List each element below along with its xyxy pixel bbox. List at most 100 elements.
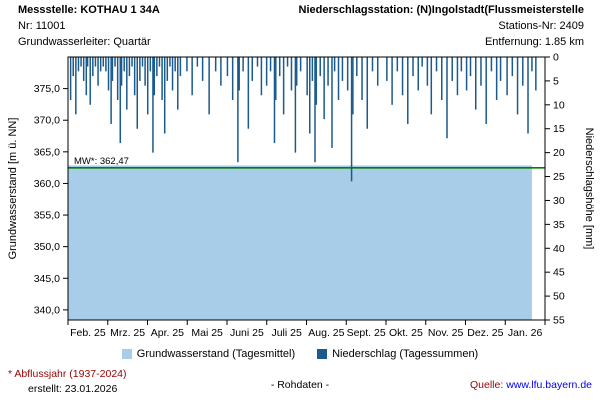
precip-bar (474, 57, 477, 110)
precip-bar (179, 57, 182, 77)
precip-bar (319, 57, 321, 77)
precip-bar (111, 57, 114, 81)
precip-bar (141, 57, 144, 67)
aquifer-label: Grundwasserleiter: Quartär (18, 36, 151, 48)
precip-station-number: Stations-Nr: 2409 (498, 20, 584, 32)
right-tick-label: 25 (553, 171, 565, 183)
precip-bar (407, 57, 409, 124)
legend-groundwater-label: Grundwasserstand (Tagesmittel) (136, 348, 296, 360)
left-tick-label: 350,0 (34, 241, 60, 253)
right-tick-label: 40 (553, 243, 565, 255)
precip-bar (352, 57, 354, 115)
created-date: erstellt: 23.01.2026 (28, 383, 118, 395)
precip-bar (265, 57, 268, 86)
left-tick-label: 370,0 (34, 115, 60, 127)
precip-bar (376, 57, 379, 86)
precip-bar (220, 57, 222, 86)
legend-precipitation-label: Niederschlag (Tagessummen) (332, 348, 479, 360)
precip-bar (314, 57, 316, 163)
precip-bar (149, 57, 152, 72)
precip-bar (251, 57, 254, 81)
precip-bar (485, 57, 487, 124)
precip-bar (92, 57, 94, 77)
precip-bar (214, 57, 217, 72)
precip-bar (275, 57, 277, 101)
precip-bar (294, 57, 297, 153)
right-tick-label: 15 (553, 123, 565, 135)
precip-bar (315, 57, 318, 105)
precip-bar (323, 57, 325, 120)
precip-bar (495, 57, 498, 101)
precip-bar (238, 57, 240, 91)
precip-bar (99, 57, 102, 72)
precip-bar (136, 57, 139, 129)
left-axis-title: Grundwasserstand [m ü. NN] (7, 118, 19, 260)
x-tick-label: Sept. 25 (347, 327, 386, 339)
precip-bar (102, 57, 105, 67)
precip-bar (417, 57, 419, 91)
precip-bar (86, 57, 89, 67)
precip-bar (247, 57, 250, 129)
precip-bar (396, 57, 399, 72)
precip-bar (208, 57, 210, 115)
precip-bar (531, 57, 533, 72)
precip-bar (231, 57, 234, 101)
footnote-abflussjahr: * Abflussjahr (1937-2024) (8, 368, 127, 380)
precip-bar (460, 57, 463, 72)
precip-bar (133, 57, 136, 96)
precip-bar (456, 57, 459, 96)
precip-bar (110, 57, 112, 124)
precip-bar (94, 57, 97, 67)
precip-bar (435, 57, 438, 72)
chart-svg: MW*: 362,47 375,0 370,0 365,0 360,0 355,0 350,… (7, 52, 595, 340)
precip-bar (391, 57, 393, 105)
precip-bar (166, 57, 169, 81)
x-tick-label: Jan. 26 (508, 327, 543, 339)
precip-bar (158, 57, 161, 67)
precip-bar (446, 57, 448, 139)
precip-bar (426, 57, 429, 86)
precip-bar (171, 57, 174, 91)
precip-bar (177, 57, 179, 110)
precip-bar (69, 57, 72, 101)
precip-bar (174, 57, 176, 72)
x-tick-label: Okt. 25 (389, 327, 423, 339)
precip-bar (169, 57, 171, 67)
precip-station-title: Niederschlagsstation: (N)Ingolstadt(Flus… (298, 4, 584, 16)
precip-bar (105, 57, 107, 72)
precip-bar (77, 57, 80, 72)
source-link[interactable]: www.lfu.bayern.de (506, 379, 592, 391)
precip-bar (327, 57, 329, 86)
precip-bar (116, 57, 119, 101)
precip-bar (311, 57, 314, 81)
precip-bar (153, 57, 156, 96)
x-tick-label: Mai 25 (191, 327, 223, 339)
x-tick-label: Aug. 25 (308, 327, 344, 339)
right-tick-label: 45 (553, 267, 565, 279)
rohdaten-label: - Rohdaten - (270, 379, 330, 391)
precip-bar (144, 57, 146, 86)
precip-bar (356, 57, 358, 77)
precip-bar (131, 57, 133, 67)
x-tick-label: Nov. 25 (428, 327, 464, 339)
right-tick-label: 30 (553, 195, 565, 207)
precip-bar (201, 57, 204, 81)
groundwater-swatch-icon (121, 349, 132, 359)
precip-bar (273, 57, 276, 144)
precip-bar (89, 57, 91, 105)
precip-bar (226, 57, 229, 77)
precip-bar (107, 57, 110, 91)
right-tick-label: 20 (553, 147, 565, 159)
right-tick-label: 0 (553, 52, 559, 64)
precip-bar (309, 57, 311, 134)
precip-bar (535, 57, 537, 91)
left-tick-label: 340,0 (34, 304, 60, 316)
precip-bar (80, 57, 82, 67)
precip-bar (128, 57, 131, 77)
left-tick-label: 345,0 (34, 273, 60, 285)
x-tick-label: Feb. 25 (70, 327, 106, 339)
right-tick-label: 50 (553, 291, 565, 303)
precip-bar (242, 57, 244, 72)
distance-label: Entfernung: 1.85 km (484, 36, 584, 48)
precip-bar (85, 57, 88, 96)
